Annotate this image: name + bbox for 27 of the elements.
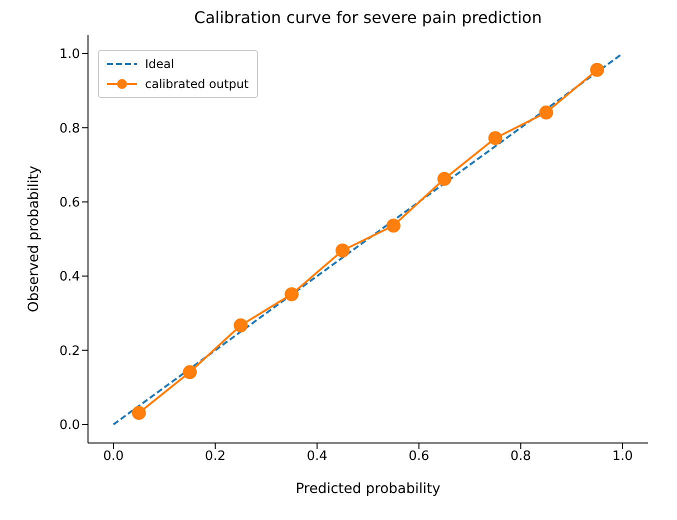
x-tick-label: 0.6 xyxy=(408,449,430,464)
y-tick-label: 0.4 xyxy=(59,270,80,285)
x-tick-label: 0.2 xyxy=(204,449,226,464)
y-tick-label: 0.8 xyxy=(59,121,80,136)
y-axis-title: Observed probability xyxy=(26,166,42,312)
chart-title: Calibration curve for severe pain prediction xyxy=(193,8,543,27)
y-tick-label: 0.6 xyxy=(59,196,80,211)
x-tick-label: 0.4 xyxy=(306,449,328,464)
point xyxy=(284,287,299,302)
point xyxy=(539,106,554,120)
x-tick-label: 1.0 xyxy=(612,449,633,464)
y-tick-label: 0.0 xyxy=(59,418,80,434)
x-tick-label: 0.0 xyxy=(103,449,124,464)
point xyxy=(234,318,248,332)
legend-label: Ideal xyxy=(145,56,174,73)
point xyxy=(386,218,400,233)
point xyxy=(488,131,502,146)
x-axis-title: Predicted probability xyxy=(296,480,440,497)
y-tick-label: 1.0 xyxy=(59,47,80,62)
y-tick-label: 0.2 xyxy=(59,344,80,359)
point xyxy=(182,365,197,380)
legend-label: calibrated output xyxy=(145,76,249,93)
point xyxy=(437,172,452,186)
point xyxy=(132,406,146,420)
point xyxy=(336,244,350,258)
x-tick-label: 0.8 xyxy=(510,449,532,464)
point xyxy=(590,62,604,77)
